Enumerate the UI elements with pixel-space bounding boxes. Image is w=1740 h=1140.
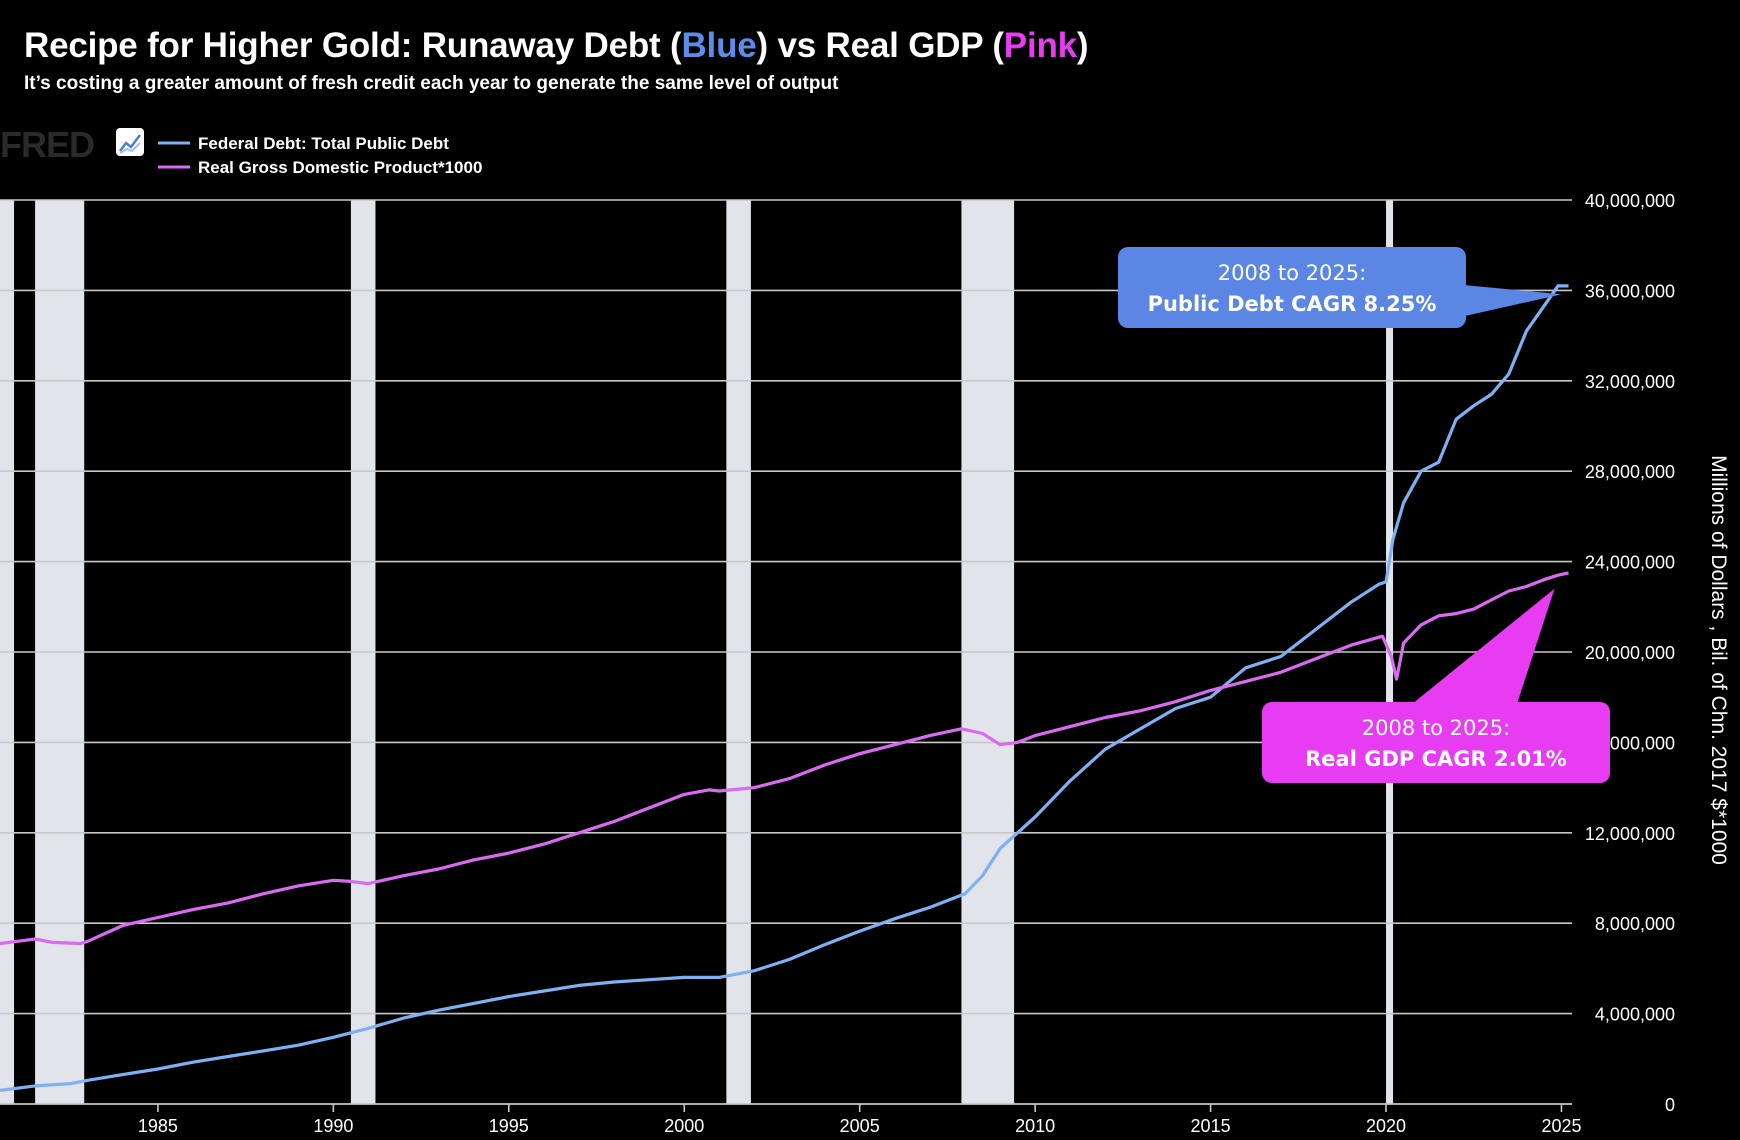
y-tick-label: 32,000,000 (1585, 372, 1675, 392)
title-middle: ) vs Real GDP ( (756, 26, 1004, 65)
x-tick-label: 2010 (1015, 1116, 1055, 1136)
x-tick-label: 1985 (138, 1116, 178, 1136)
gdp-callout-value: Real GDP CAGR 2.01% (1305, 747, 1567, 771)
legend-item-gdp: Real Gross Domestic Product*1000 (158, 158, 482, 177)
gdp-callout-period: 2008 to 2025: (1362, 716, 1510, 740)
y-axis-label: Millions of Dollars , Bil. of Chn. 2017 … (1707, 455, 1730, 865)
debt-series-line (0, 284, 1569, 1092)
y-tick-label: 0 (1665, 1095, 1675, 1115)
callouts: 2008 to 2025:Public Debt CAGR 8.25%2008 … (1118, 247, 1610, 783)
title-prefix: Recipe for Higher Gold: Runaway Debt ( (24, 26, 682, 65)
debt-callout-pointer (1456, 285, 1562, 318)
x-tick-label: 2020 (1366, 1116, 1406, 1136)
y-tick-label: 20,000,000 (1585, 643, 1675, 663)
gdp-series-line (0, 571, 1569, 946)
y-tick-label: 24,000,000 (1585, 553, 1675, 573)
debt-callout-value: Public Debt CAGR 8.25% (1148, 292, 1437, 316)
title-suffix: ) (1076, 26, 1089, 65)
series-lines (0, 284, 1569, 1092)
x-tick-label: 2015 (1191, 1116, 1231, 1136)
y-tick-label: 40,000,000 (1585, 191, 1675, 211)
debt-callout: 2008 to 2025: Public Debt CAGR 8.25% (1118, 247, 1562, 328)
y-axis-ticks: 04,000,0008,000,00012,000,00016,000,0002… (1585, 191, 1675, 1115)
y-tick-label: 28,000,000 (1585, 462, 1675, 482)
y-tick-label: 36,000,000 (1585, 281, 1675, 301)
x-axis-ticks: 1985 1990 1995 2000 2005 2010 2015 2020 2025 (0, 1103, 1581, 1136)
gdp-callout-pointer (1412, 588, 1555, 704)
chart-subtitle: It’s costing a greater amount of fresh c… (24, 73, 839, 94)
x-tick-label: 2000 (664, 1116, 704, 1136)
x-tick-label: 1990 (313, 1116, 353, 1136)
legend-item-debt: Federal Debt: Total Public Debt (158, 134, 449, 153)
fred-logo-text: FRED (0, 124, 94, 165)
y-tick-label: 12,000,000 (1585, 824, 1675, 844)
x-tick-label: 1995 (489, 1116, 529, 1136)
legend-debt-label: Federal Debt: Total Public Debt (198, 134, 449, 153)
debt-callout-box (1118, 247, 1466, 328)
fred-logo: FRED (0, 124, 144, 165)
gdp-callout: 2008 to 2025: Real GDP CAGR 2.01% (1262, 588, 1610, 783)
legend: Federal Debt: Total Public Debt Real Gro… (158, 134, 482, 177)
x-tick-label: 2025 (1541, 1116, 1581, 1136)
chart-title: Recipe for Higher Gold: Runaway Debt (Bl… (24, 26, 1089, 66)
y-tick-label: 8,000,000 (1595, 914, 1675, 934)
gdp-callout-box (1262, 702, 1610, 783)
x-tick-label: 2005 (840, 1116, 880, 1136)
title-pink-word: Pink (1003, 26, 1077, 65)
title-blue-word: Blue (681, 26, 757, 65)
legend-gdp-label: Real Gross Domestic Product*1000 (198, 158, 482, 177)
y-tick-label: 4,000,000 (1595, 1005, 1675, 1025)
debt-callout-period: 2008 to 2025: (1218, 261, 1366, 285)
fred-chart-icon (116, 128, 144, 156)
